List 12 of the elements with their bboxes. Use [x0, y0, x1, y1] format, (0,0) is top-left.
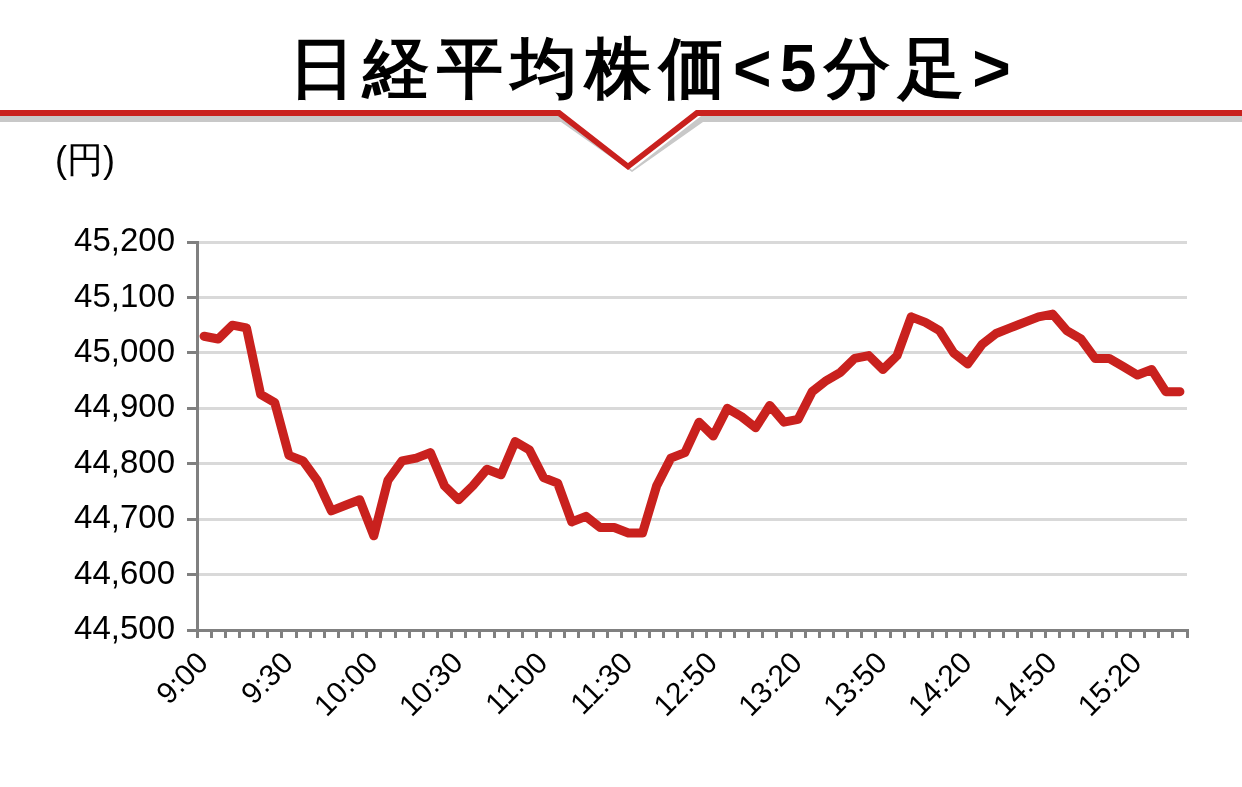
x-tick-label: 9:30	[234, 645, 300, 711]
y-tick-label: 45,000	[74, 331, 175, 369]
chart-title: 日経平均株価<5分足>	[288, 30, 1020, 107]
y-tick-label: 44,900	[74, 387, 175, 425]
y-tick-label: 45,100	[74, 276, 175, 314]
y-tick-label: 44,700	[74, 498, 175, 536]
x-tick-label: 9:00	[149, 645, 215, 711]
y-axis-title: (円)	[55, 138, 115, 180]
y-tick-label: 44,600	[74, 553, 175, 591]
y-tick-label: 45,200	[74, 221, 175, 259]
y-tick-label: 44,800	[74, 442, 175, 480]
y-tick-label: 44,500	[74, 609, 175, 647]
